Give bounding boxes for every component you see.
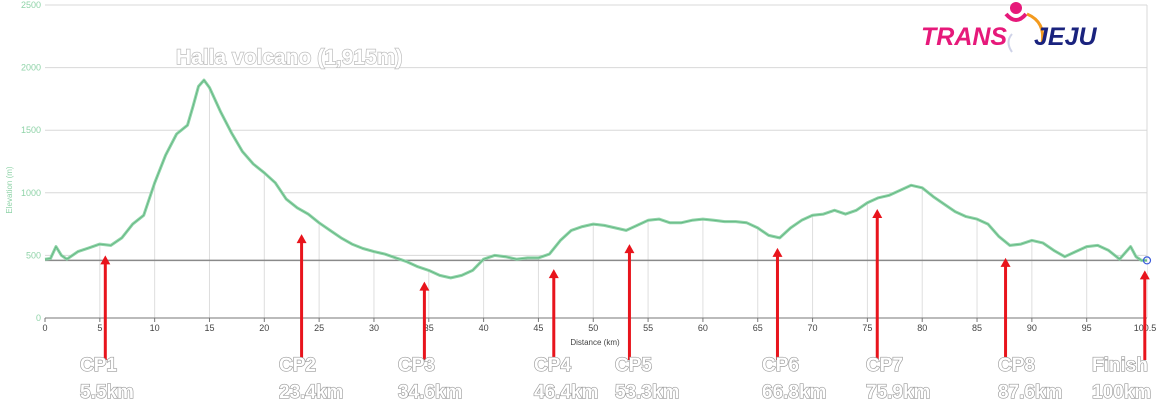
plot-area [44,78,1152,318]
finish-marker-icon [1142,256,1152,265]
logo-orange-arc-icon [1026,12,1045,45]
checkpoint-name: CP1 [80,355,117,376]
x-tick-label: 30 [369,323,379,333]
x-tick-label: 75 [862,323,872,333]
x-tick-label: 0 [42,323,47,333]
checkpoint-name: CP3 [398,355,435,376]
halla-annotation: Halla volcano (1,915m) [176,46,402,69]
x-tick-label: 80 [917,323,927,333]
x-tick-label: 40 [479,323,489,333]
checkpoint-name: CP6 [762,355,799,376]
x-tick-label: 25 [314,323,324,333]
y-tick-label: 500 [26,250,41,260]
y-tick-label: 2500 [21,0,41,10]
logo-text-trans: TRANS [921,23,1007,51]
y-tick-label: 1500 [21,125,41,135]
y-tick-label: 0 [36,313,41,323]
elevation-series-core [44,79,1147,279]
checkpoint-arrowhead-icon [772,247,783,257]
logo-dot-icon [1010,2,1022,14]
x-tick-label: 15 [204,323,214,333]
y-axis-title: Elevation (m) [5,166,14,213]
x-tick-label: 50 [588,323,598,333]
checkpoint-distance: 5.5km [80,382,134,403]
checkpoint-arrowhead-icon [624,244,635,254]
checkpoint-name: CP5 [615,355,652,376]
logo-grey-arc-icon [1007,33,1013,53]
x-tick-label: 85 [972,323,982,333]
x-tick-label: 95 [1082,323,1092,333]
x-tick-label: 45 [533,323,543,333]
checkpoint-arrowhead-icon [419,281,430,291]
checkpoint-distance: 53.3km [615,382,679,403]
checkpoints: CP15.5kmCP223.4kmCP334.6kmCP446.4kmCP553… [79,209,1152,404]
checkpoint-distance: 46.4km [534,382,598,403]
y-tick-label: 2000 [21,63,41,73]
logo-swoosh-icon [1004,12,1028,22]
checkpoint-distance: 34.6km [398,382,462,403]
checkpoint-distance: 66.8km [762,382,826,403]
x-tick-label: 20 [259,323,269,333]
checkpoint-distance: 23.4km [279,382,343,403]
checkpoint-name: CP2 [279,355,316,376]
logo: TRANS JEJU [921,2,1097,53]
checkpoint-arrowhead-icon [1000,257,1011,267]
checkpoint-name: CP4 [534,355,571,376]
checkpoint-arrowhead-icon [548,269,559,279]
checkpoint-name: Finish [1092,355,1148,376]
y-tick-label: 1000 [21,188,41,198]
x-axis-title: Distance (km) [570,338,620,347]
checkpoint-arrowhead-icon [1139,270,1150,280]
checkpoint-name: CP8 [998,355,1035,376]
logo-text-jeju: JEJU [1034,23,1097,51]
checkpoint-arrowhead-icon [872,209,883,219]
x-tick-label: 65 [753,323,763,333]
x-tick-label: 60 [698,323,708,333]
checkpoint-distance: 75.9km [866,382,930,403]
x-tick-label: 55 [643,323,653,333]
x-tick-label: 35 [424,323,434,333]
checkpoint-distance: 87.6km [998,382,1062,403]
checkpoint-arrowhead-icon [296,234,307,244]
checkpoint-distance: 100km [1092,382,1151,403]
x-tick-label: 70 [808,323,818,333]
x-tick-label: 10 [150,323,160,333]
checkpoint-name: CP7 [866,355,903,376]
checkpoint-arrowhead-icon [100,255,111,265]
x-tick-label: 90 [1027,323,1037,333]
x-tick-label: 5 [97,323,102,333]
series-area [45,80,1147,318]
